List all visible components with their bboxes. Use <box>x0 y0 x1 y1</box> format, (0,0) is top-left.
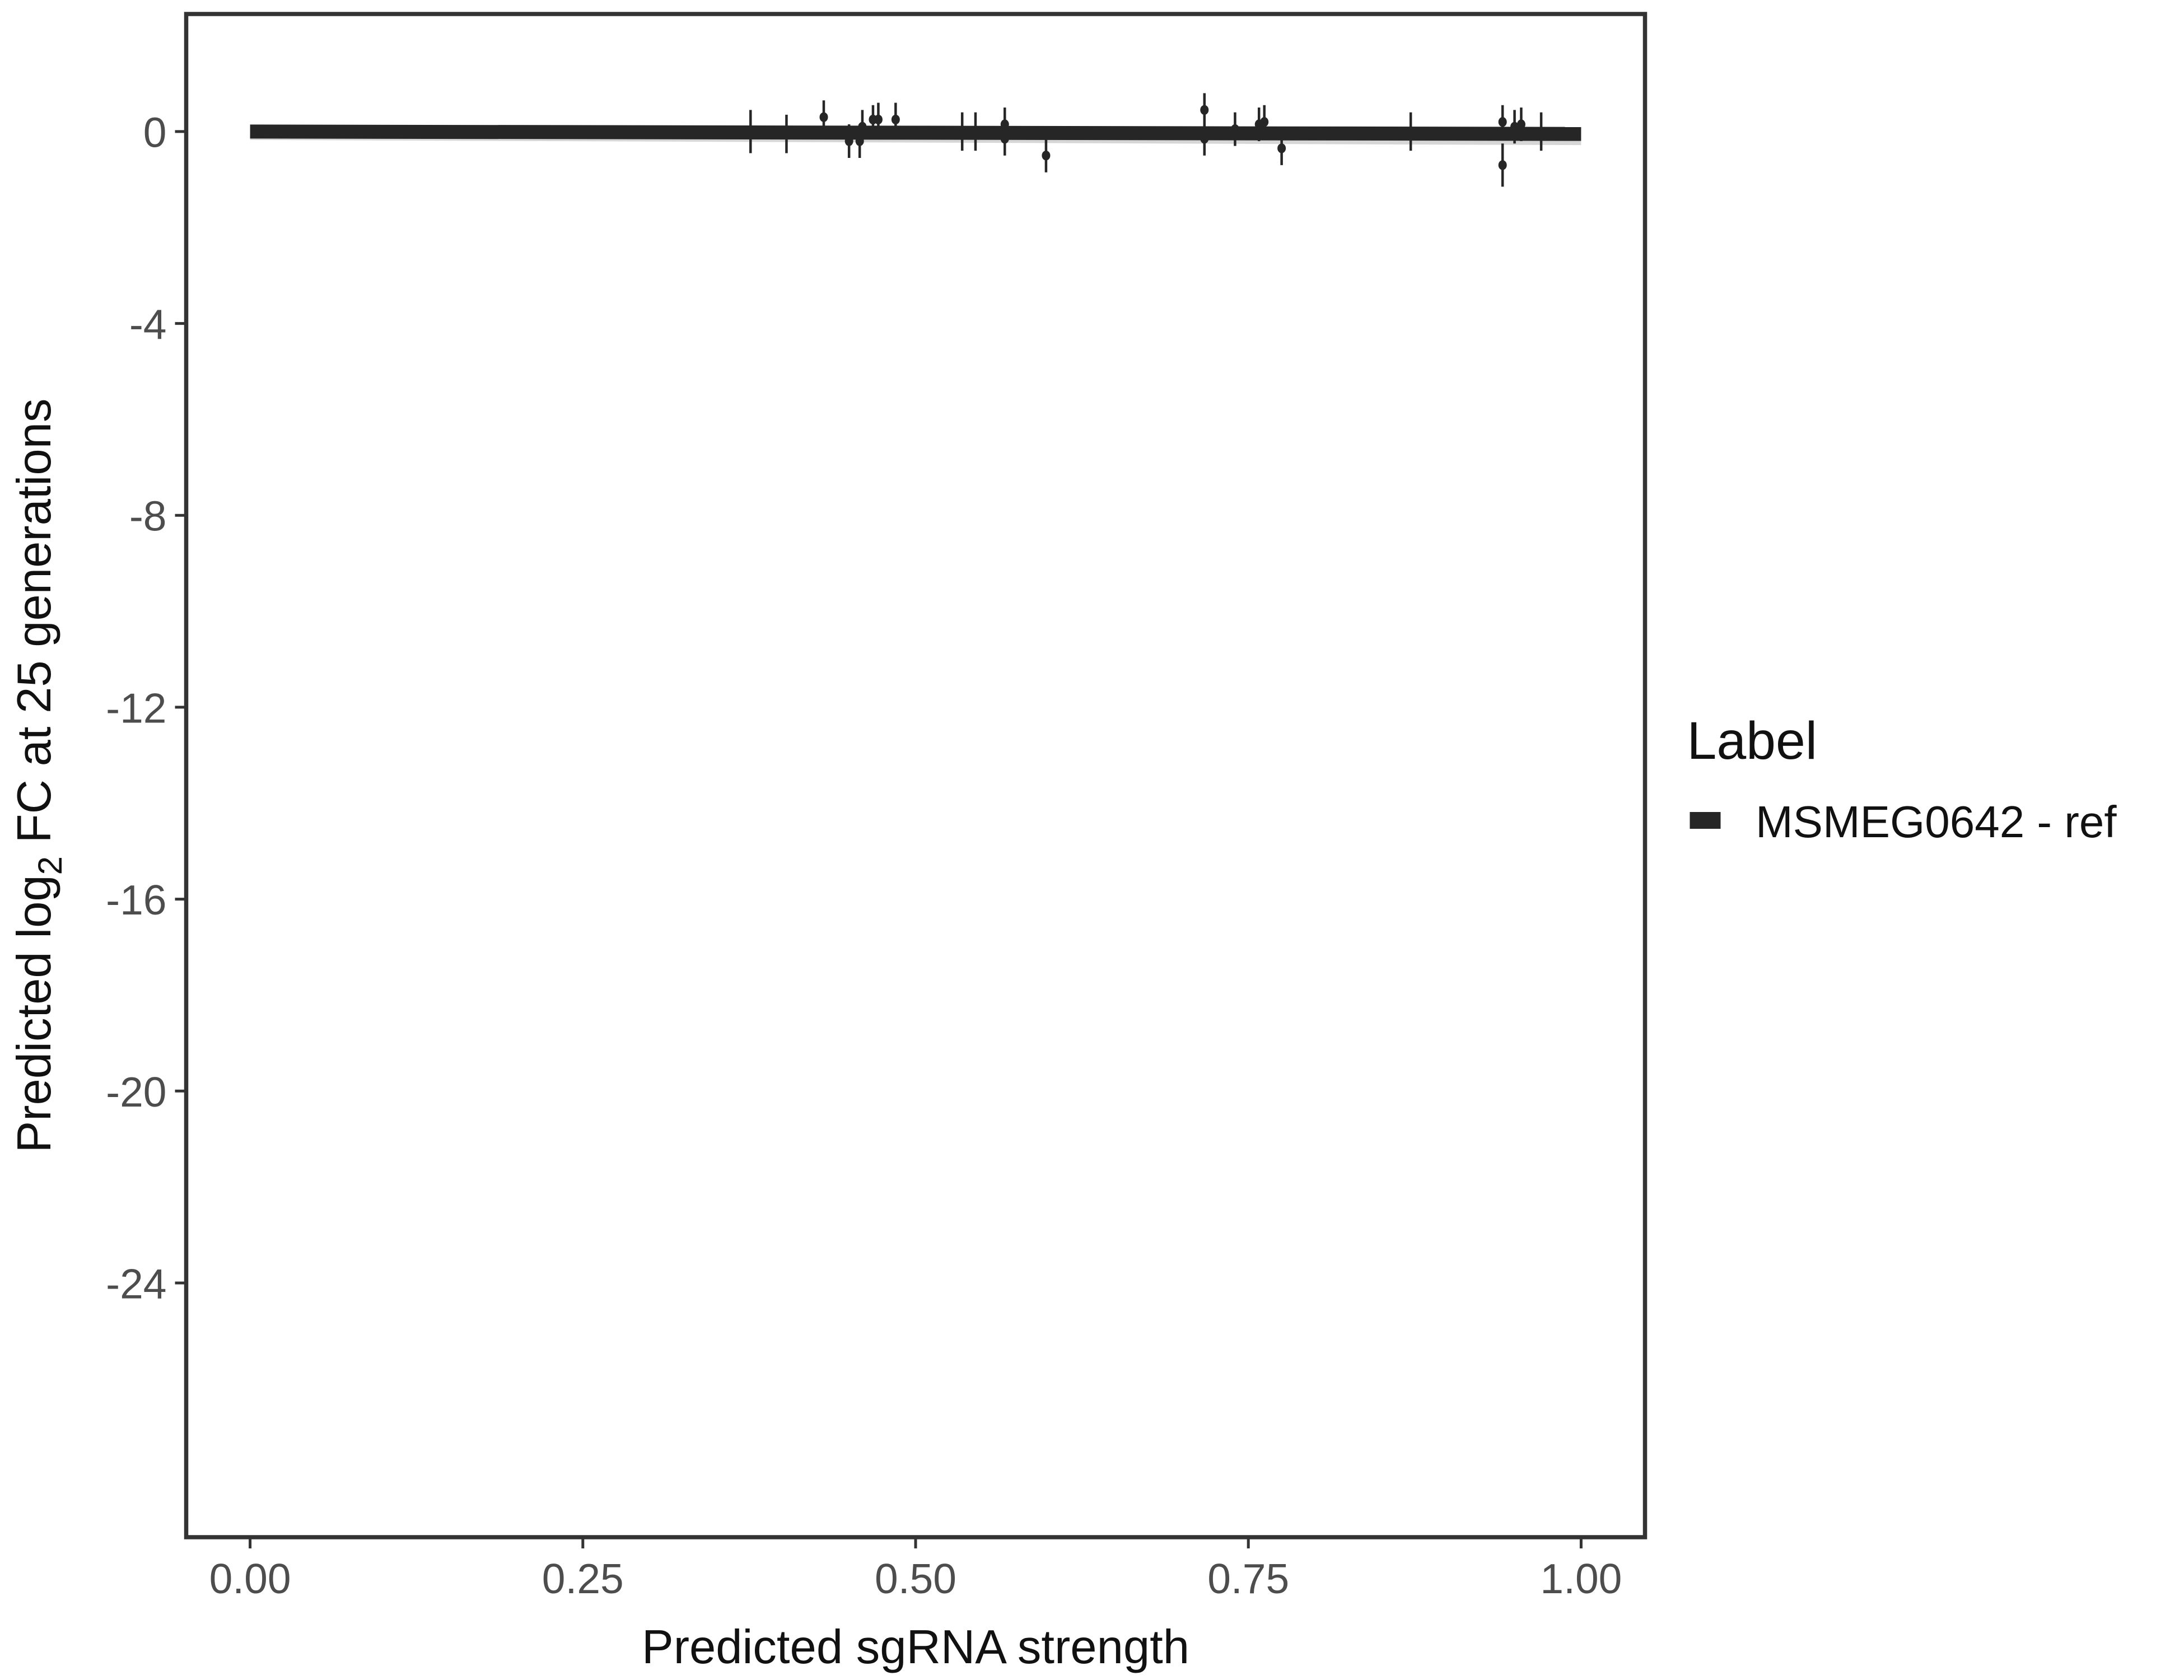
data-point <box>1498 160 1507 170</box>
data-point <box>1260 117 1269 127</box>
y-axis-label: Predicted log2 FC at 25 generations <box>8 399 69 1153</box>
y-tick-label: -8 <box>129 493 167 540</box>
y-tick-label: 0 <box>143 109 167 156</box>
y-tick-label: -20 <box>106 1068 166 1116</box>
data-point <box>1277 143 1286 153</box>
legend-key <box>1690 812 1721 829</box>
y-axis: 0 -4 -8 -12 -16 -20 -24 <box>106 109 186 1307</box>
plot-marks <box>250 93 1581 187</box>
data-point <box>1516 119 1525 129</box>
plot-panel-border <box>184 12 1648 1539</box>
data-point <box>1498 117 1507 127</box>
x-tick-label: 0.00 <box>209 1555 291 1602</box>
y-tick-label: -16 <box>106 876 166 923</box>
x-tick-label: 0.75 <box>1207 1555 1289 1602</box>
x-axis: 0.00 0.25 0.50 0.75 1.00 <box>209 1537 1622 1602</box>
y-tick-label: -24 <box>106 1260 166 1307</box>
x-axis-label: Predicted sgRNA strength <box>642 1621 1189 1674</box>
y-tick-label: -4 <box>129 301 167 348</box>
legend-title: Label <box>1687 711 1817 771</box>
data-point <box>1042 150 1051 161</box>
legend-label: MSMEG0642 - ref <box>1756 797 2117 847</box>
fit-line <box>250 124 1581 141</box>
data-point <box>819 112 828 122</box>
data-point <box>891 114 900 125</box>
data-point <box>874 114 883 125</box>
y-tick-label: -12 <box>106 684 166 731</box>
x-tick-label: 1.00 <box>1540 1555 1622 1602</box>
x-tick-label: 0.50 <box>875 1555 956 1602</box>
data-point <box>1200 105 1209 115</box>
x-tick-label: 0.25 <box>542 1555 624 1602</box>
